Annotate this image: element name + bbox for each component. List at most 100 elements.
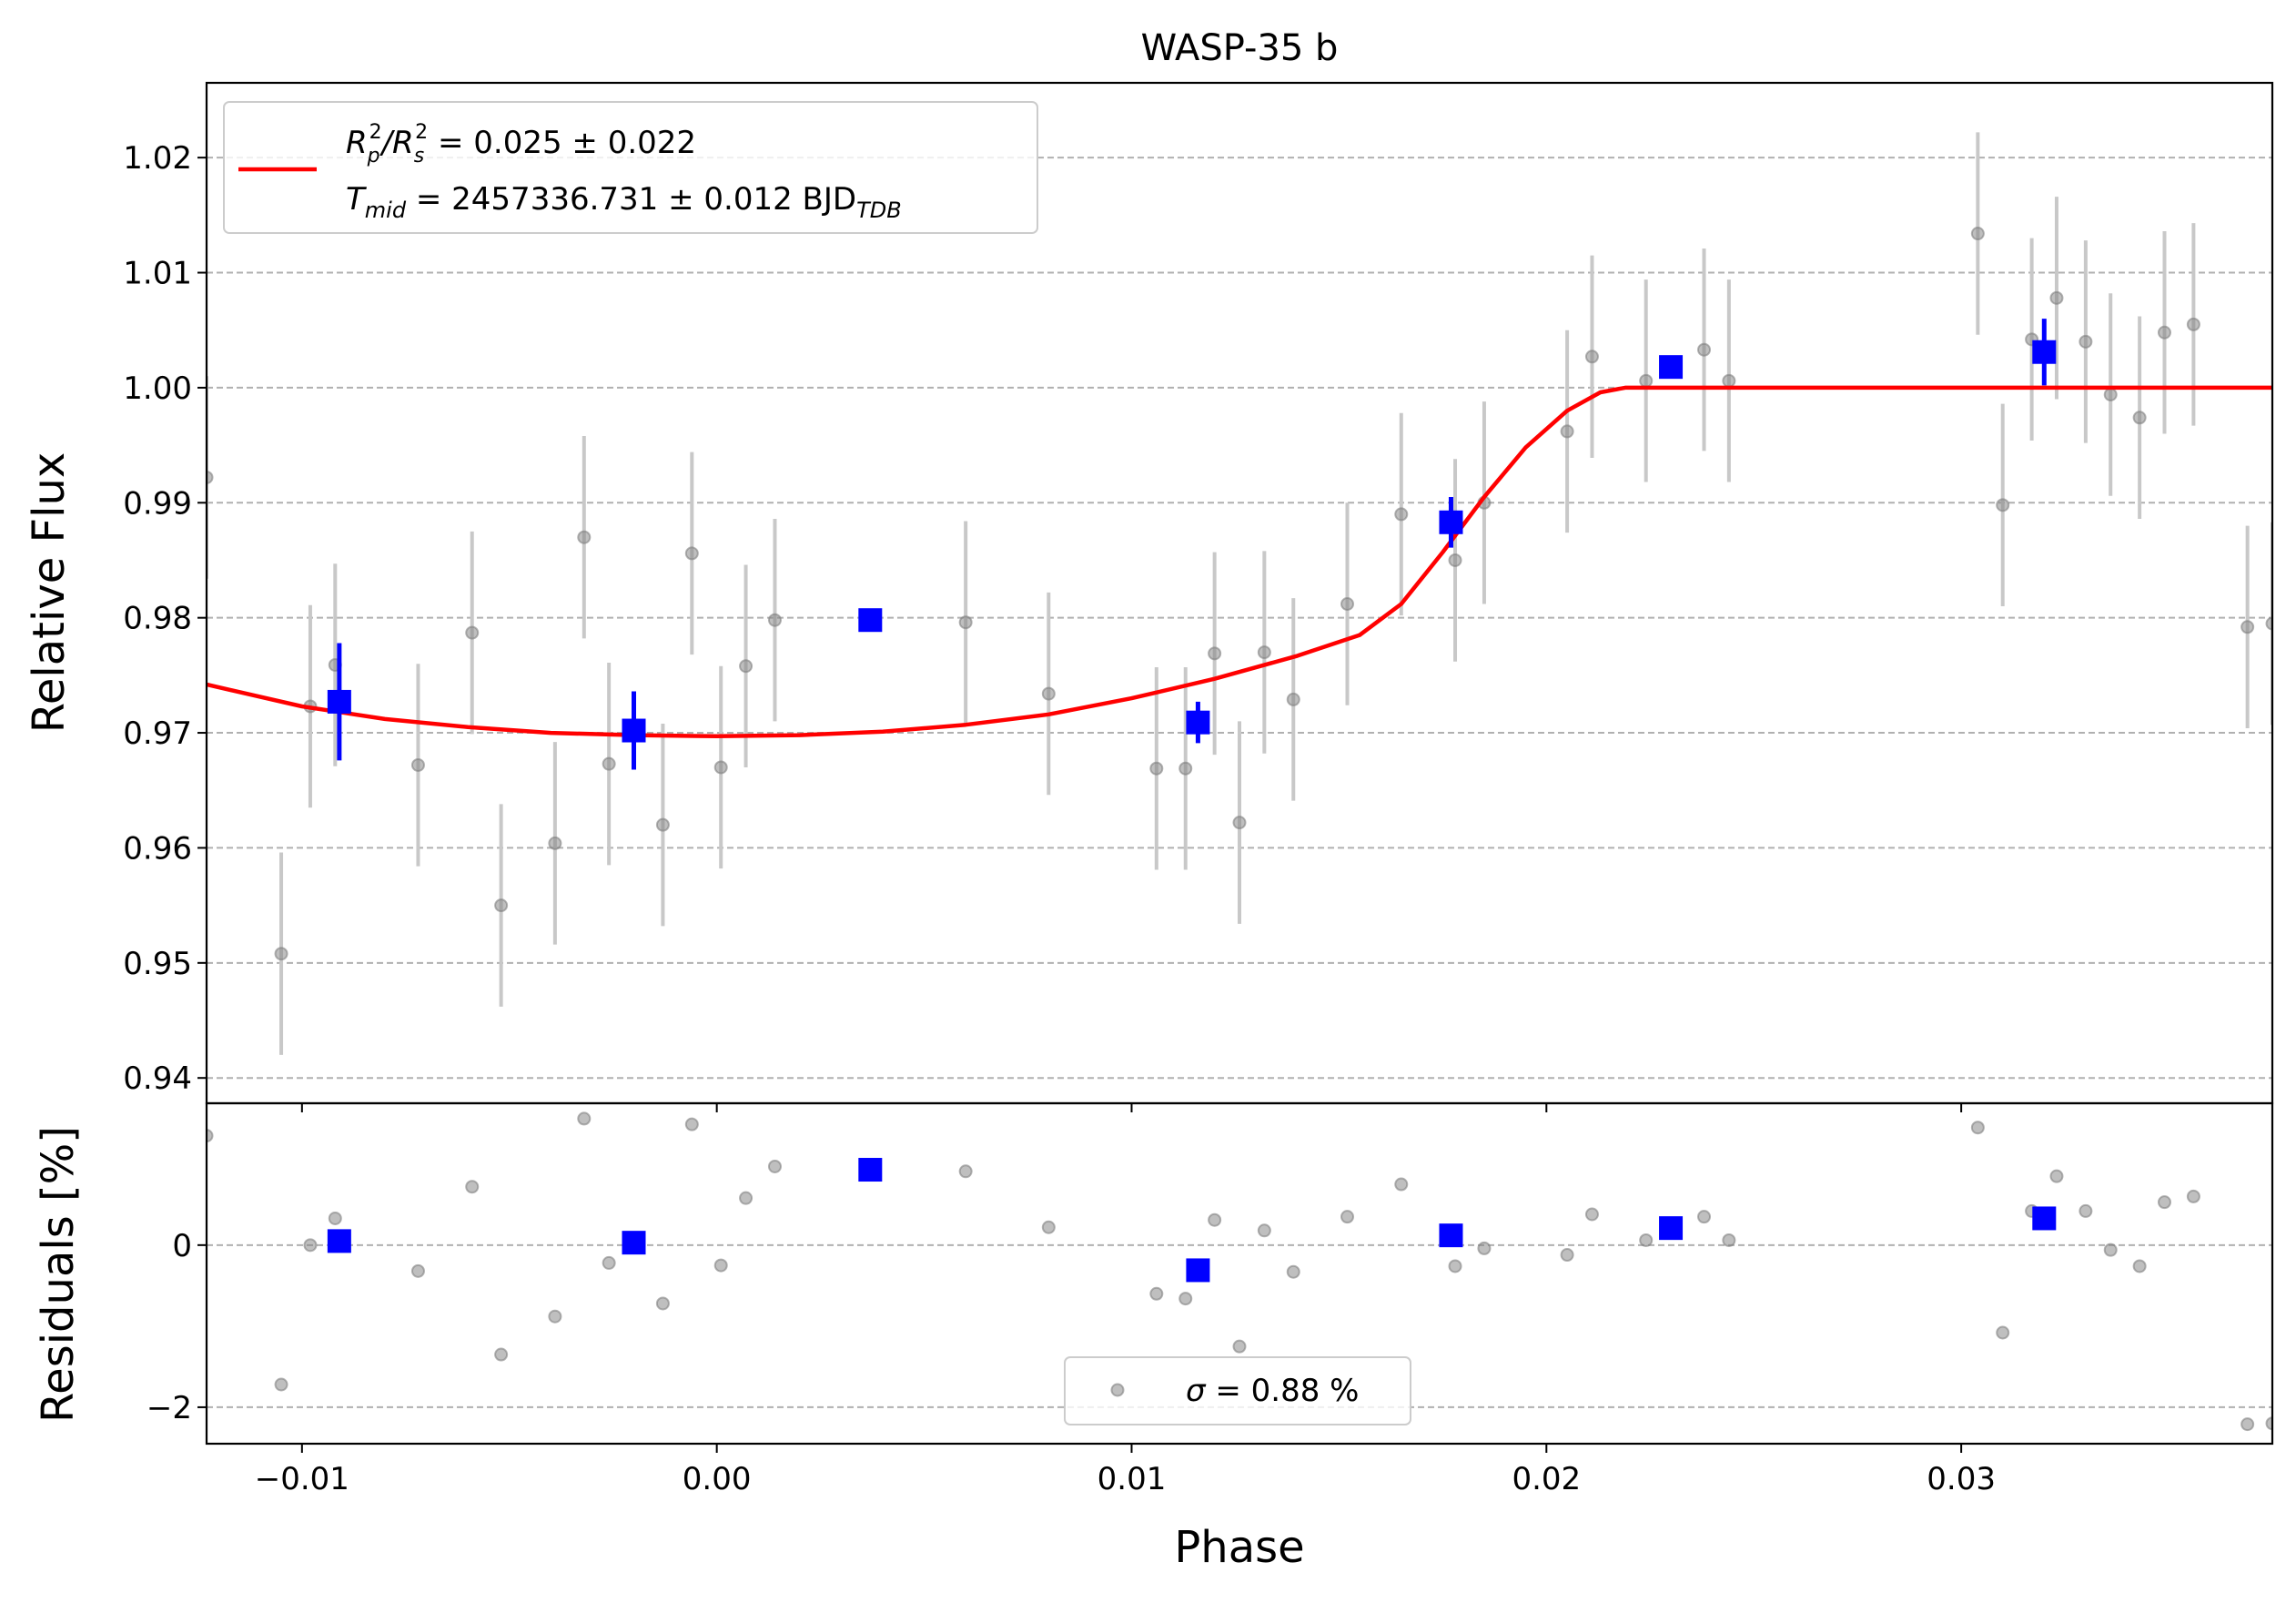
residual-data-point: [274, 1377, 288, 1392]
residual-y-label: Residuals [%]: [33, 1126, 84, 1423]
binned-flux-point: [622, 718, 646, 743]
residual-data-point: [2049, 1169, 2064, 1183]
residual-data-point: [1041, 1220, 1056, 1234]
binned-residual-point: [2032, 1206, 2057, 1231]
flux-data-point: [2265, 616, 2272, 631]
flux-data-point: [1970, 227, 1985, 241]
transit-model-line: [207, 385, 2272, 739]
flux-data-point: [2186, 317, 2200, 331]
binned-flux-point: [1186, 710, 1210, 735]
flux-data-point: [2132, 411, 2147, 425]
phase-x-label: Phase: [1174, 1522, 1304, 1573]
residual-data-point: [1208, 1212, 1222, 1227]
residual-data-point: [958, 1164, 973, 1179]
chart-title: WASP-35 b: [1141, 27, 1339, 69]
flux-data-point: [1448, 553, 1462, 567]
residual-data-point: [1340, 1210, 1355, 1224]
flux-data-point: [1286, 692, 1300, 706]
flux-data-point: [767, 613, 782, 627]
flux-gridlines: [207, 157, 2272, 1080]
residual-data-point: [1477, 1241, 1492, 1255]
binned-residual-point: [622, 1231, 646, 1255]
binned-residual-point: [858, 1158, 883, 1182]
flux-data-point: [1697, 342, 1712, 357]
residual-data-point: [548, 1309, 562, 1324]
flux-data-point: [655, 817, 670, 832]
flux-data-point: [1041, 686, 1056, 701]
binned-residual-point: [1186, 1258, 1210, 1283]
flux-y-tick-label: 1.00: [123, 370, 192, 407]
binned-flux-point: [858, 608, 883, 633]
flux-data-point: [274, 947, 288, 961]
residual-y-tick-label: 0: [172, 1228, 192, 1264]
residual-legend-marker: [1110, 1383, 1125, 1397]
flux-y-tick-label: 0.95: [123, 946, 192, 982]
flux-data-point: [207, 470, 214, 484]
binned-flux-point: [1439, 510, 1463, 534]
residual-data-point: [577, 1111, 592, 1126]
residual-data-point: [1560, 1248, 1574, 1263]
residual-data-point: [767, 1159, 782, 1173]
flux-data-point: [1340, 597, 1355, 612]
flux-y-tick-label: 1.01: [123, 256, 192, 292]
residual-data-point: [1257, 1223, 1271, 1238]
flux-data-point: [602, 756, 616, 771]
phase-x-tick-label: 0.03: [1927, 1461, 1996, 1497]
residual-data-point: [2103, 1243, 2118, 1257]
residual-y-ticks: −2 0: [147, 1228, 207, 1426]
flux-data-point: [465, 625, 480, 640]
residual-data-point: [1970, 1121, 1985, 1135]
phase-x-tick-label: 0.01: [1097, 1461, 1167, 1497]
phase-x-tick-label: −0.01: [255, 1461, 349, 1497]
flux-y-tick-label: 0.94: [123, 1060, 192, 1097]
flux-data-point: [1208, 646, 1222, 661]
residual-data-point: [1697, 1210, 1712, 1224]
residual-data-point: [328, 1211, 342, 1225]
binned-flux-point: [2032, 340, 2057, 364]
residual-data-point: [303, 1238, 318, 1253]
residual-data-point: [2079, 1203, 2093, 1218]
phase-x-tick-label: 0.00: [683, 1461, 752, 1497]
flux-data-point: [713, 760, 728, 775]
residual-data-point: [655, 1296, 670, 1311]
residual-legend-box: [1064, 1356, 1411, 1425]
flux-data-point: [2079, 334, 2093, 349]
residual-legend: σ = 0.88 %: [1064, 1356, 1411, 1425]
residual-data-point: [2265, 1416, 2272, 1431]
residual-data-point: [1286, 1264, 1300, 1279]
flux-y-tick-label: 0.97: [123, 715, 192, 752]
residual-data-point: [1722, 1233, 1736, 1247]
flux-data-point: [1639, 373, 1654, 388]
flux-data-point: [548, 836, 562, 850]
residual-data-point: [2157, 1195, 2171, 1210]
legend-radius-ratio: Rp2/Rs2 = 0.025 ± 0.022: [346, 121, 696, 167]
flux-y-tick-label: 0.96: [123, 830, 192, 867]
flux-data-point: [1996, 498, 2010, 512]
flux-data-point: [410, 757, 425, 772]
flux-legend: Rp2/Rs2 = 0.025 ± 0.022 Tmid = 2457336.7…: [223, 101, 1038, 234]
flux-y-tick-label: 0.99: [123, 485, 192, 522]
residual-data-point: [1394, 1177, 1409, 1192]
residual-data-point: [1232, 1339, 1247, 1354]
flux-legend-box: [223, 101, 1038, 234]
residual-data-point: [602, 1255, 616, 1270]
flux-data-points: [207, 227, 2272, 961]
flux-data-point: [2157, 325, 2171, 340]
transit-model: [207, 385, 2272, 739]
phase-x-ticks: −0.01 0.00 0.01 0.02 0.03: [255, 1444, 1996, 1497]
binned-residual-points: [327, 1158, 2057, 1283]
residual-y-tick-label: −2: [147, 1390, 192, 1426]
flux-data-point: [1257, 645, 1271, 660]
residual-data-points: [207, 1111, 2272, 1432]
flux-data-point: [1584, 350, 1599, 364]
flux-data-point: [1394, 507, 1409, 522]
flux-data-point: [1722, 373, 1736, 388]
residual-data-point: [1178, 1292, 1193, 1306]
flux-panel: 0.94 0.95 0.96 0.97 0.98 0.99 1.00 1.01 1.02 Rel…: [24, 81, 2274, 1112]
flux-data-point: [2240, 620, 2255, 634]
flux-data-point: [1232, 816, 1247, 830]
residuals-panel: −20 −0.01 0.00 0.01 0.02 0.03 Residuals [%] …: [33, 1101, 2274, 1573]
residual-data-point: [2240, 1417, 2255, 1432]
residual-data-point: [2186, 1189, 2200, 1203]
